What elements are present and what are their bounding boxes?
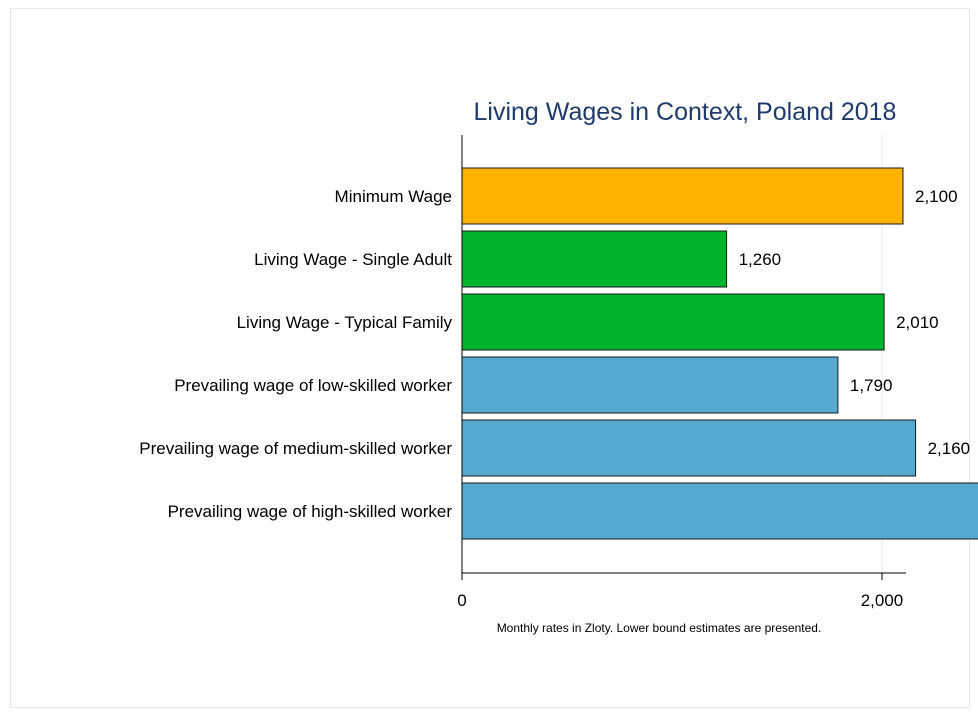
category-label: Minimum Wage <box>335 187 452 206</box>
bars <box>461 167 978 540</box>
value-label: 2,010 <box>896 313 939 332</box>
x-tick-label: 0 <box>457 591 466 610</box>
bar <box>461 230 728 288</box>
value-label: 1,790 <box>850 376 893 395</box>
category-labels: Minimum Wage Living Wage - Single Adult Li… <box>139 187 452 521</box>
bar <box>461 482 978 540</box>
bar <box>461 419 917 477</box>
axes <box>461 135 906 574</box>
bar <box>461 356 839 414</box>
value-label: 2,100 <box>915 187 958 206</box>
category-label: Living Wage - Single Adult <box>254 250 452 269</box>
bar <box>461 167 904 225</box>
chart-note: Monthly rates in Zloty. Lower bound esti… <box>497 621 822 635</box>
value-label: 2,160 <box>928 439 971 458</box>
category-label: Prevailing wage of low-skilled worker <box>174 376 452 395</box>
x-tick-label: 2,000 <box>861 591 904 610</box>
x-ticks: 02,0004,000 <box>457 573 904 610</box>
category-label: Prevailing wage of medium-skilled worker <box>139 439 452 458</box>
chart-title: Living Wages in Context, Poland 2018 <box>474 98 897 126</box>
bar <box>461 293 885 351</box>
category-label: Living Wage - Typical Family <box>237 313 453 332</box>
value-label: 1,260 <box>739 250 782 269</box>
category-label: Prevailing wage of high-skilled worker <box>168 502 453 521</box>
